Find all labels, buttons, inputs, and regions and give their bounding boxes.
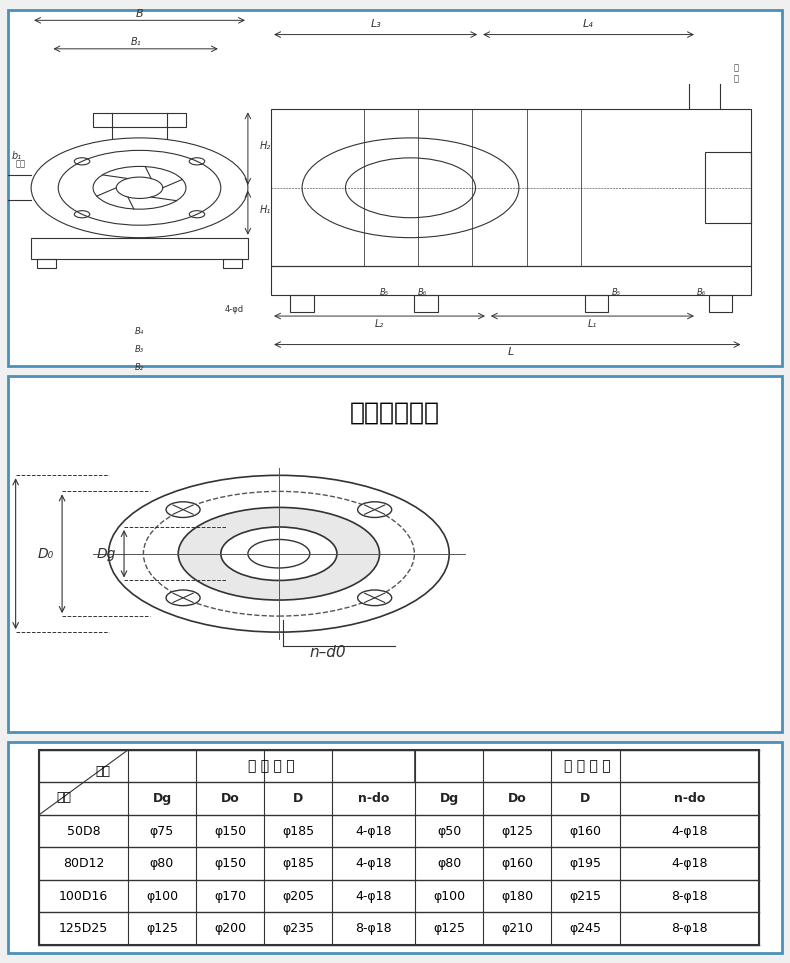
Text: 8-φ18: 8-φ18 [671,890,708,902]
Text: 吸入吐出法兰: 吸入吐出法兰 [350,401,440,425]
Text: B₆: B₆ [418,288,427,297]
Text: φ50: φ50 [437,824,461,838]
Text: φ80: φ80 [437,857,461,871]
Text: 4-φ18: 4-φ18 [356,890,392,902]
Text: 4-φ18: 4-φ18 [671,824,708,838]
Circle shape [179,508,379,600]
Text: H₂: H₂ [260,141,271,150]
Text: B₆: B₆ [697,288,706,297]
Text: φ205: φ205 [282,890,314,902]
Bar [705,152,751,223]
Text: L₃: L₃ [371,19,381,30]
Text: φ150: φ150 [214,857,246,871]
Bar [223,259,242,268]
Circle shape [220,527,337,581]
Text: φ170: φ170 [214,890,246,902]
Text: 吸 入 法 兰: 吸 入 法 兰 [248,759,295,773]
Text: 吐 出 法 兰: 吐 出 法 兰 [564,759,611,773]
Text: φ125: φ125 [433,923,465,935]
Text: Dg: Dg [439,793,459,805]
Text: 4-φ18: 4-φ18 [356,824,392,838]
Text: B₅: B₅ [379,288,389,297]
Text: φ75: φ75 [150,824,174,838]
Text: L₄: L₄ [583,19,594,30]
Text: L₁: L₁ [588,319,597,328]
Text: φ160: φ160 [502,857,533,871]
Text: 4-φ18: 4-φ18 [356,857,392,871]
Text: n-do: n-do [674,793,705,805]
FancyBboxPatch shape [8,10,782,366]
Text: 80D12: 80D12 [62,857,104,871]
Text: 125D25: 125D25 [58,923,108,935]
Text: D: D [581,793,591,805]
Text: B₂: B₂ [135,362,144,372]
Text: φ245: φ245 [570,923,601,935]
Bar [93,113,186,127]
Text: H₁: H₁ [260,205,271,215]
Bar [39,750,759,783]
Text: φ100: φ100 [433,890,465,902]
Circle shape [358,502,392,517]
Text: Do: Do [508,793,527,805]
Text: D: D [293,793,303,805]
Circle shape [248,539,310,568]
Bar [271,110,751,266]
Text: B₄: B₄ [135,326,144,336]
Text: 出
水: 出 水 [733,64,738,83]
Text: φ125: φ125 [146,923,178,935]
Text: B: B [136,9,143,18]
Text: 50D8: 50D8 [66,824,100,838]
Text: D₀: D₀ [38,547,55,560]
Bar [709,295,732,312]
Text: φ125: φ125 [502,824,533,838]
Text: n–d0: n–d0 [310,645,347,660]
Text: Dg: Dg [152,793,171,805]
Text: Dg: Dg [97,547,116,560]
Text: φ235: φ235 [282,923,314,935]
Text: 4-φ18: 4-φ18 [671,857,708,871]
Circle shape [358,590,392,606]
Text: 100D16: 100D16 [58,890,108,902]
Text: φ200: φ200 [214,923,246,935]
Bar [415,295,438,312]
Text: L: L [508,348,514,357]
Text: φ150: φ150 [214,824,246,838]
FancyBboxPatch shape [8,376,782,732]
Text: φ195: φ195 [570,857,601,871]
Bar [585,295,608,312]
Text: Do: Do [220,793,239,805]
Text: φ215: φ215 [570,890,601,902]
Circle shape [166,590,200,606]
Circle shape [166,502,200,517]
Text: 4-φd: 4-φd [224,305,244,315]
Bar [291,295,314,312]
Text: B₁: B₁ [130,38,141,47]
Bar [39,783,759,815]
Text: B₃: B₃ [135,345,144,353]
Text: φ185: φ185 [282,824,314,838]
Text: 8-φ18: 8-φ18 [356,923,392,935]
Text: n-do: n-do [358,793,389,805]
Text: B₅: B₅ [611,288,621,297]
Text: b₁: b₁ [12,151,22,161]
Text: φ185: φ185 [282,857,314,871]
Bar [271,266,751,295]
Text: φ210: φ210 [502,923,533,935]
Text: φ160: φ160 [570,824,601,838]
Text: 进水: 进水 [16,160,25,169]
Text: 尺寸: 尺寸 [57,791,72,804]
Text: φ180: φ180 [502,890,533,902]
Text: φ80: φ80 [150,857,174,871]
FancyBboxPatch shape [8,742,782,953]
Bar [31,238,248,259]
Text: 型号: 型号 [96,766,111,778]
Text: φ100: φ100 [146,890,178,902]
Text: 8-φ18: 8-φ18 [671,923,708,935]
Text: L₂: L₂ [375,319,384,328]
Bar [37,259,56,268]
